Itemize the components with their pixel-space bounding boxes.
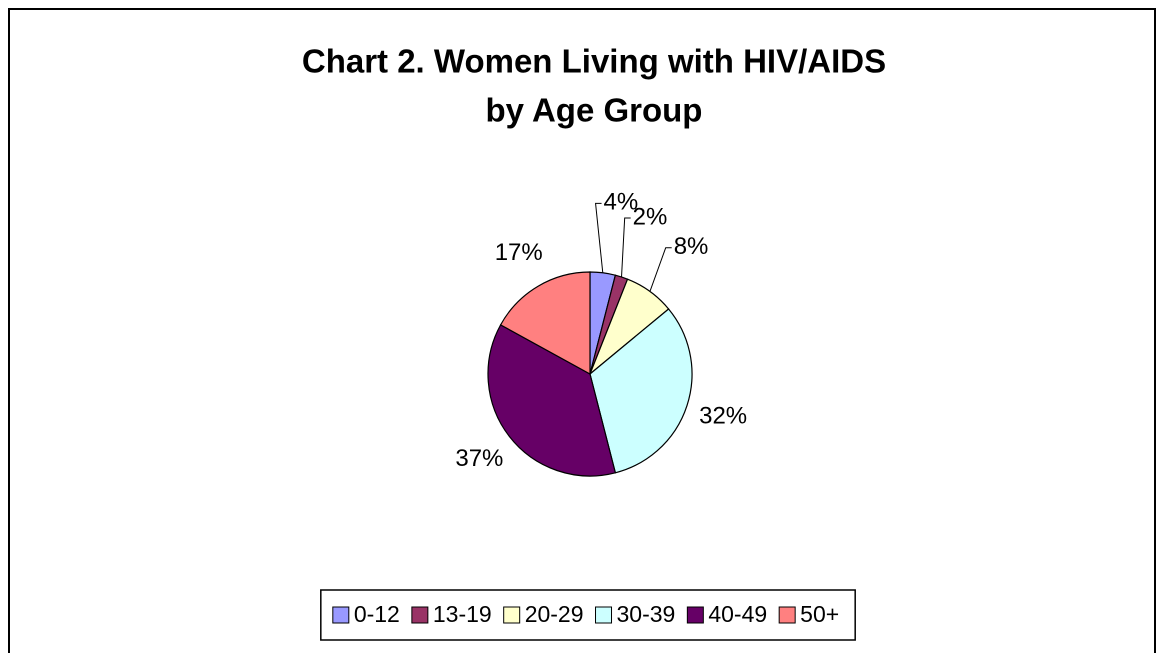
data-label: 32% xyxy=(699,403,747,430)
legend-label: 40-49 xyxy=(708,601,767,627)
pie-slice xyxy=(499,271,591,376)
data-label: 2% xyxy=(633,203,668,230)
legend-swatch xyxy=(411,606,429,624)
legend-label: 30-39 xyxy=(617,601,676,627)
data-label: 8% xyxy=(674,233,709,260)
legend-swatch xyxy=(595,606,613,624)
chart-title: Chart 2. Women Living with HIV/AIDS xyxy=(302,43,886,80)
legend-label: 0-12 xyxy=(354,601,400,627)
legend-swatch xyxy=(686,606,704,624)
legend-label: 20-29 xyxy=(525,601,584,627)
legend-swatch xyxy=(332,606,350,624)
legend-label: 13-19 xyxy=(433,601,492,627)
legend-swatch xyxy=(503,606,521,624)
pie-slice xyxy=(589,308,693,474)
leader-line xyxy=(595,202,604,273)
data-label: 17% xyxy=(495,239,543,266)
data-label: 37% xyxy=(455,445,503,472)
chart-title: by Age Group xyxy=(486,92,703,129)
legend-swatch xyxy=(778,606,796,624)
legend: 0-12 13-19 20-29 30-39 40-49 50+ xyxy=(320,589,856,641)
leader-line xyxy=(621,217,631,278)
pie-slice xyxy=(487,324,617,477)
legend-box xyxy=(320,589,856,641)
legend-label: 50+ xyxy=(800,601,839,627)
data-label: 4% xyxy=(604,189,639,216)
leader-line xyxy=(649,247,672,292)
